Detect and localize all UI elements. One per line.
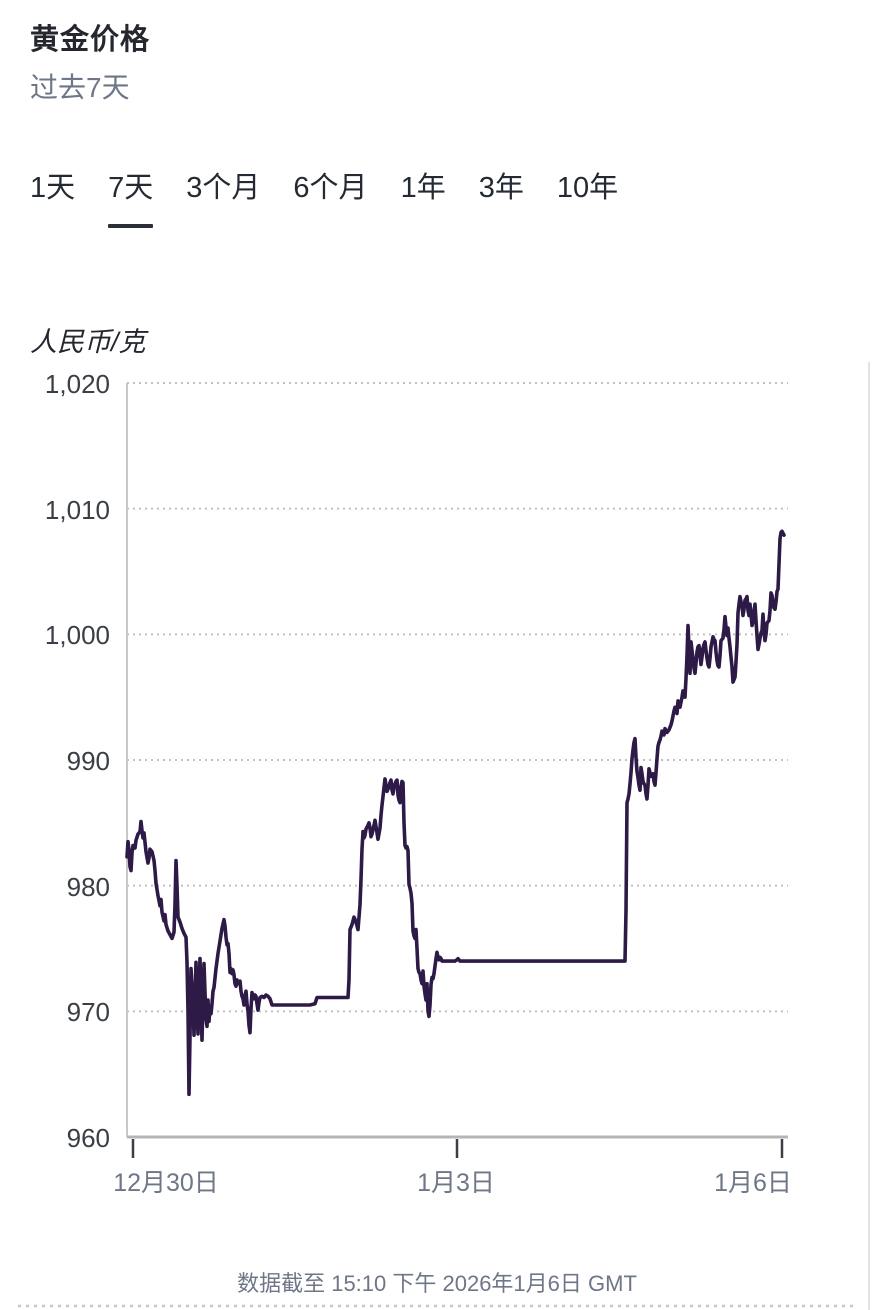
y-tick-label-990: 990 bbox=[66, 746, 110, 776]
x-tick-label-1月3日: 1月3日 bbox=[417, 1169, 495, 1197]
y-tick-label-960: 960 bbox=[66, 1123, 110, 1153]
tab-1天[interactable]: 1天 bbox=[30, 172, 76, 204]
x-tick-label-1月6日: 1月6日 bbox=[714, 1169, 792, 1197]
price-line-series[interactable] bbox=[125, 529, 786, 1097]
tab-6个月[interactable]: 6个月 bbox=[293, 172, 368, 204]
y-tick-label-970: 970 bbox=[66, 997, 110, 1028]
y-tick-label-1000: 1,000 bbox=[44, 620, 110, 651]
tab-10年[interactable]: 10年 bbox=[556, 172, 619, 204]
time-range-tabs: 1天 7天 3个月 6个月 1年 3年 10年 bbox=[30, 164, 618, 228]
y-tick-label-980: 980 bbox=[66, 871, 110, 902]
y-tick-label-1020: 1,020 bbox=[44, 369, 110, 399]
y-axis-unit-label: 人民币/克 bbox=[30, 327, 146, 357]
x-tick-label-12月30日: 12月30日 bbox=[113, 1169, 219, 1197]
selected-tab-underline bbox=[108, 224, 154, 228]
data-as-of-note: 数据截至 15:10 下午 2026年1月6日 GMT bbox=[237, 1271, 637, 1296]
chart-subtitle-range: 过去7天 bbox=[30, 72, 130, 103]
tab-7天[interactable]: 7天 bbox=[108, 164, 154, 228]
y-tick-label-1010: 1,010 bbox=[44, 494, 110, 525]
page-title: 黄金价格 bbox=[30, 24, 151, 56]
tab-3年[interactable]: 3年 bbox=[478, 172, 524, 204]
tab-3个月[interactable]: 3个月 bbox=[186, 172, 261, 204]
tab-1年[interactable]: 1年 bbox=[400, 172, 446, 204]
